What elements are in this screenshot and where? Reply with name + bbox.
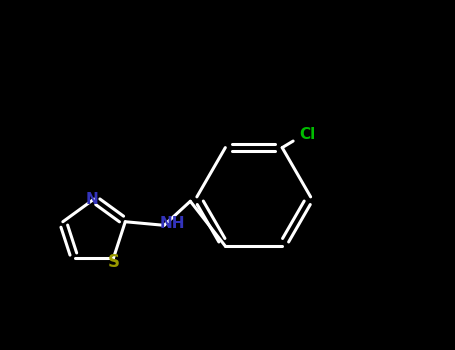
Text: N: N [86,191,98,206]
Text: S: S [107,253,119,271]
Text: Cl: Cl [299,127,316,142]
Text: NH: NH [159,216,185,231]
